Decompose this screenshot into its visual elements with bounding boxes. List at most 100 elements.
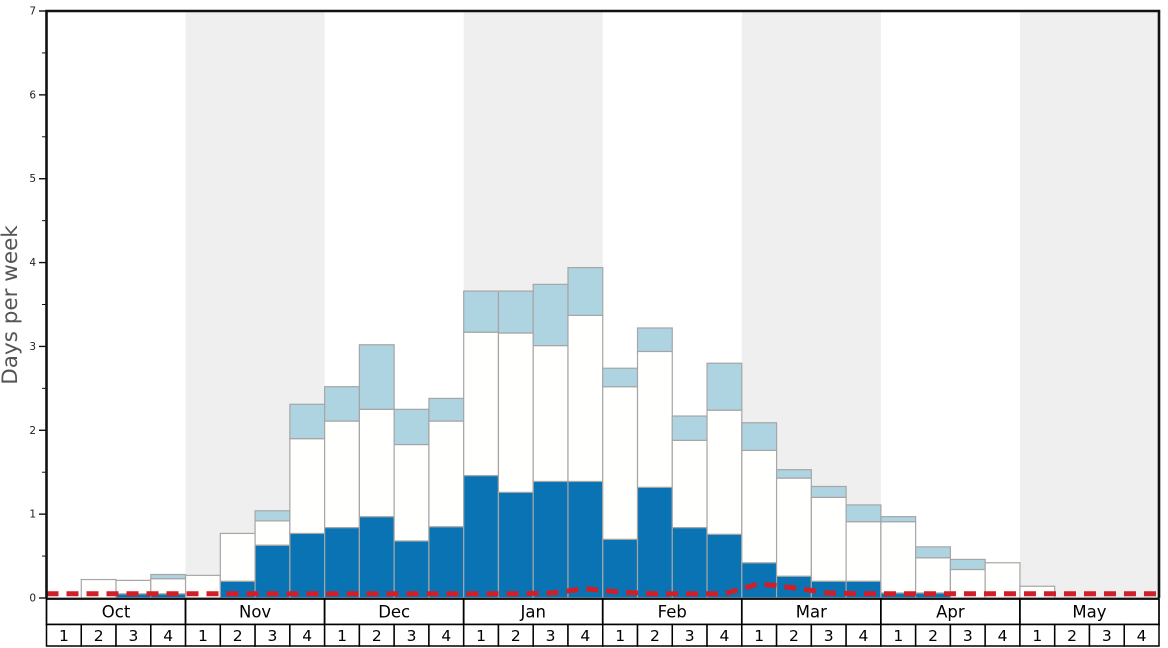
red-dashed-line (46, 581, 1159, 597)
bar-dec-w3-dark_blue_segment (393, 540, 430, 599)
bar-dec-w4-white_segment (428, 420, 465, 528)
week-label-dec-1: 1 (337, 627, 347, 645)
bar-feb-w4-light_blue_segment (706, 362, 743, 411)
y-tick-label-0: 0 (29, 593, 36, 605)
bar-feb-w3-light_blue_segment (671, 415, 708, 441)
bar-mar-w1-light_blue_segment (741, 422, 778, 452)
bar-nov-w4-light_blue_segment (289, 403, 326, 440)
week-label-may-4: 4 (1137, 627, 1147, 645)
bar-nov-w3-dark_blue_segment (254, 544, 291, 599)
bar-mar-w3-white_segment (810, 496, 847, 582)
week-label-apr-4: 4 (998, 627, 1008, 645)
bar-mar-w2-white_segment (775, 477, 812, 577)
bar-jan-w4-white_segment (567, 314, 604, 483)
bar-dec-w2-dark_blue_segment (358, 516, 395, 599)
bar-feb-w2-white_segment (636, 350, 673, 488)
bar-jan-w4-dark_blue_segment (567, 480, 604, 599)
bar-dec-w2-white_segment (358, 408, 395, 518)
month-cell-feb (601, 598, 743, 626)
bar-mar-w4-white_segment (845, 521, 882, 582)
bar-mar-w4-light_blue_segment (845, 504, 882, 523)
week-label-dec-4: 4 (441, 627, 451, 645)
bar-jan-w1-white_segment (463, 331, 500, 477)
y-axis-ticks: 0 1 2 3 4 5 6 7 (29, 6, 47, 605)
bar-jan-w1-light_blue_segment (463, 290, 500, 333)
week-label-oct-3: 3 (128, 627, 138, 645)
y-tick-label-7: 7 (29, 6, 36, 18)
bar-jan-w4-light_blue_segment (567, 267, 604, 317)
bar-dec-w3-light_blue_segment (393, 408, 430, 446)
month-label-nov: Nov (239, 602, 271, 621)
bar-apr-w1-white_segment (880, 521, 917, 594)
bar-jan-w3-white_segment (532, 344, 569, 483)
y-tick-label-3: 3 (29, 341, 36, 353)
week-label-feb-1: 1 (615, 627, 625, 645)
week-label-apr-1: 1 (893, 627, 903, 645)
week-label-dec-2: 2 (372, 627, 382, 645)
week-label-apr-2: 2 (928, 627, 938, 645)
red-dashed-line-path (46, 581, 1159, 597)
bar-jan-w2-white_segment (497, 332, 534, 493)
week-label-nov-3: 3 (268, 627, 278, 645)
bar-jan-w2-dark_blue_segment (497, 491, 534, 599)
week-cell-may-4 (1123, 623, 1160, 647)
week-label-jan-3: 3 (546, 627, 556, 645)
bar-feb-w2-light_blue_segment (636, 327, 673, 353)
week-label-feb-3: 3 (685, 627, 695, 645)
stacked-bars (80, 267, 1056, 599)
week-label-mar-4: 4 (859, 627, 869, 645)
bar-nov-w3-white_segment (254, 520, 291, 546)
y-axis-title: Days per week (0, 225, 23, 385)
week-label-dec-3: 3 (407, 627, 417, 645)
week-label-apr-3: 3 (963, 627, 973, 645)
week-label-oct-1: 1 (59, 627, 69, 645)
week-label-nov-1: 1 (198, 627, 208, 645)
month-label-mar: Mar (796, 602, 827, 621)
week-label-may-3: 3 (1102, 627, 1112, 645)
bar-dec-w1-light_blue_segment (324, 386, 360, 422)
bar-mar-w1-dark_blue_segment (741, 562, 778, 599)
bar-dec-w2-light_blue_segment (358, 344, 395, 410)
month-cell-jan (462, 598, 604, 626)
bar-feb-w3-white_segment (671, 439, 708, 529)
bar-feb-w2-dark_blue_segment (636, 486, 673, 599)
bar-feb-w3-dark_blue_segment (671, 526, 708, 599)
bar-mar-w1-white_segment (741, 449, 778, 564)
y-tick-label-4: 4 (29, 257, 36, 269)
month-label-dec: Dec (378, 602, 410, 621)
y-tick-label-6: 6 (29, 89, 36, 101)
week-label-nov-4: 4 (302, 627, 312, 645)
bar-oct-w4-light_blue_segment (150, 573, 187, 580)
week-label-oct-2: 2 (94, 627, 104, 645)
y-tick-label-5: 5 (29, 173, 36, 185)
bar-mar-w3-light_blue_segment (810, 485, 847, 498)
week-label-nov-2: 2 (233, 627, 243, 645)
bar-feb-w1-dark_blue_segment (602, 538, 639, 599)
week-label-feb-4: 4 (719, 627, 729, 645)
bar-nov-w4-dark_blue_segment (289, 532, 326, 599)
bar-apr-w2-white_segment (915, 557, 952, 594)
month-label-jan: Jan (520, 602, 546, 621)
month-label-apr: Apr (936, 602, 965, 621)
bar-jan-w2-light_blue_segment (497, 290, 534, 334)
month-label-feb: Feb (658, 602, 687, 621)
month-label-may: May (1072, 602, 1106, 621)
bar-dec-w1-dark_blue_segment (324, 526, 360, 599)
bar-jan-w3-light_blue_segment (532, 283, 569, 347)
week-label-mar-1: 1 (754, 627, 764, 645)
month-cell-may (1019, 598, 1160, 626)
bar-mar-w2-light_blue_segment (775, 469, 812, 479)
week-label-may-2: 2 (1067, 627, 1077, 645)
bar-dec-w1-white_segment (324, 420, 360, 529)
week-label-jan-2: 2 (511, 627, 521, 645)
band-may (1019, 11, 1159, 598)
y-tick-label-1: 1 (29, 509, 36, 521)
week-label-mar-2: 2 (789, 627, 799, 645)
week-label-feb-2: 2 (650, 627, 660, 645)
bar-feb-w4-white_segment (706, 409, 743, 535)
month-week-axis-table: Oct Nov Dec Jan Feb Mar Apr May 1 2 3 4 1 2 3 4 1 2 3 4 1 2 3 4… (45, 598, 1160, 647)
bar-jan-w3-dark_blue_segment (532, 480, 569, 599)
bar-dec-w4-light_blue_segment (428, 397, 465, 422)
